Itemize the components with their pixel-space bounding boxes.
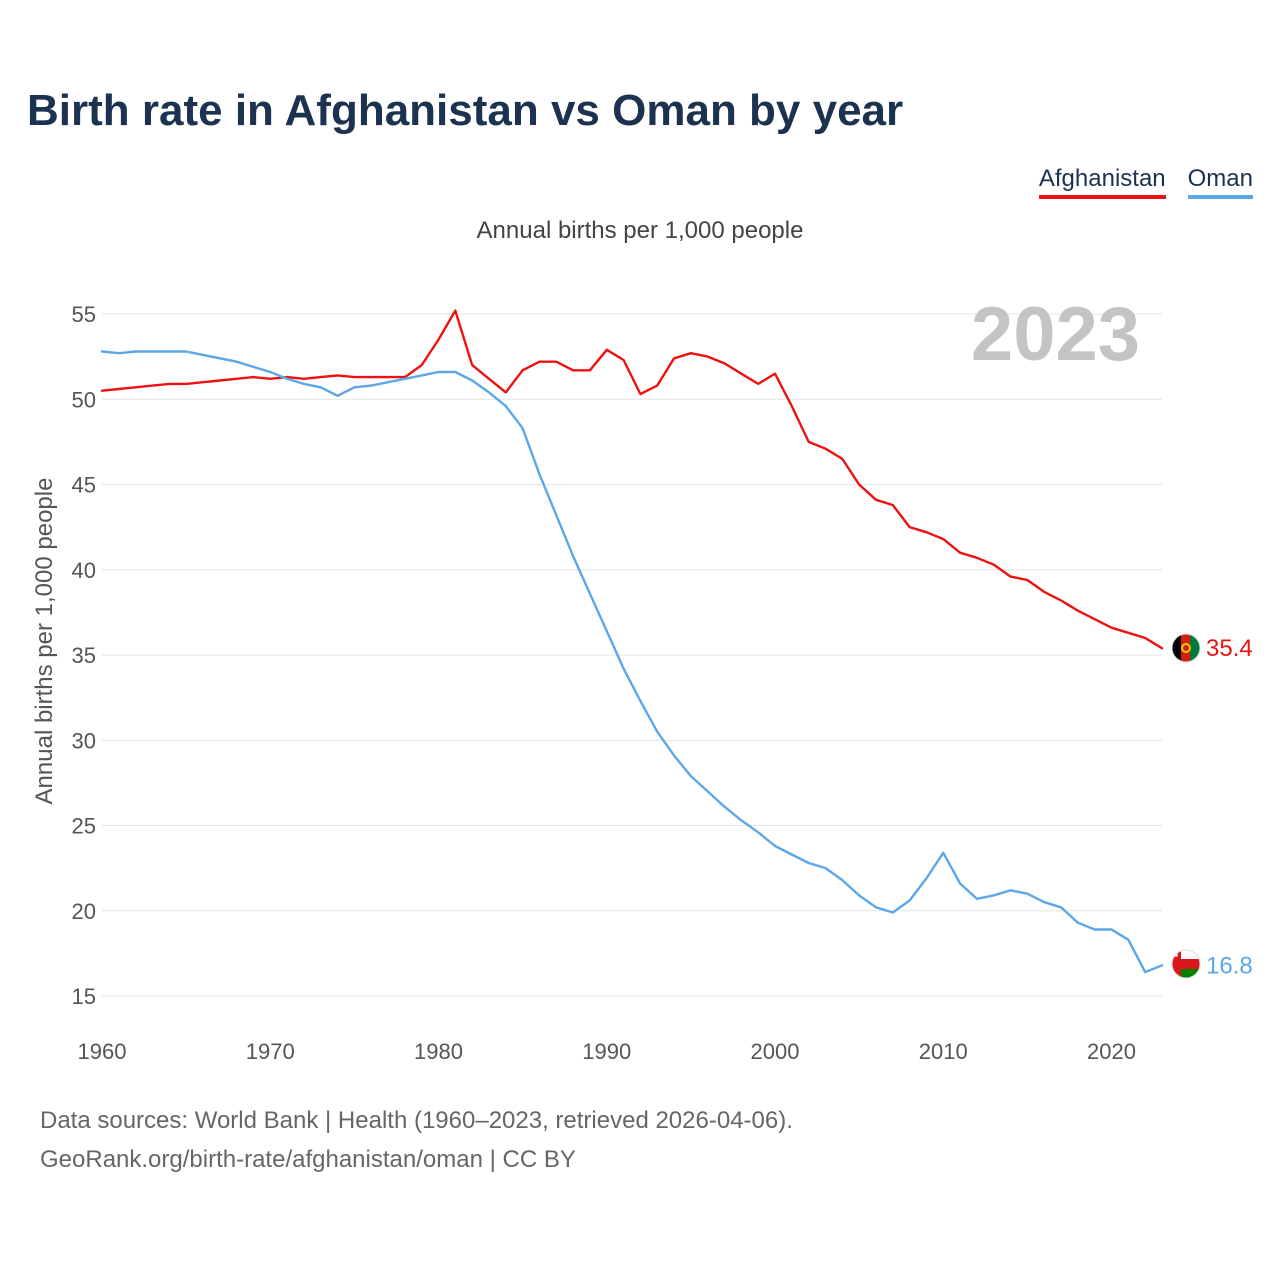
end-value-label-afghanistan: 35.4 (1206, 635, 1253, 662)
y-tick-label: 30 (72, 728, 96, 753)
legend-item-afghanistan[interactable]: Afghanistan (1038, 165, 1166, 199)
y-tick-label: 25 (72, 814, 96, 839)
chart-title: Birth rate in Afghanistan vs Oman by yea… (27, 86, 904, 135)
y-tick-label: 20 (72, 899, 96, 924)
x-tick-label: 1970 (246, 1039, 295, 1064)
afghanistan-flag-icon (1171, 633, 1201, 663)
y-axis-title: Annual births per 1,000 people (31, 478, 58, 805)
footer-url[interactable]: GeoRank.org/birth-rate/afghanistan/oman … (40, 1146, 576, 1173)
legend-item-oman[interactable]: Oman (1187, 165, 1253, 199)
end-value-label-oman: 16.8 (1206, 952, 1253, 979)
x-tick-label: 1980 (414, 1039, 463, 1064)
footer-source: Data sources: World Bank | Health (1960–… (40, 1107, 793, 1134)
series-line-afghanistan[interactable] (100, 309, 1164, 650)
series-line-oman[interactable] (100, 350, 1164, 974)
y-tick-label: 35 (72, 643, 96, 668)
y-tick-label: 15 (72, 984, 96, 1009)
oman-flag-icon (1171, 949, 1201, 979)
x-tick-label: 2020 (1087, 1039, 1136, 1064)
y-tick-label: 40 (72, 558, 96, 583)
x-tick-label: 2010 (919, 1039, 968, 1064)
line-chart: 15 20 25 30 35 40 45 50 55 1960 1970 1980 1990 2000 20… (31, 292, 1253, 1064)
x-tick-label: 1960 (78, 1039, 127, 1064)
x-tick-label: 1990 (582, 1039, 631, 1064)
y-tick-label: 45 (72, 473, 96, 498)
x-tick-label: 2000 (751, 1039, 800, 1064)
legend: Afghanistan Oman (1038, 165, 1253, 199)
y-tick-label: 55 (72, 302, 96, 327)
y-tick-label: 50 (72, 387, 96, 412)
chart-subtitle: Annual births per 1,000 people (476, 217, 804, 244)
year-label: 2023 (971, 292, 1140, 377)
